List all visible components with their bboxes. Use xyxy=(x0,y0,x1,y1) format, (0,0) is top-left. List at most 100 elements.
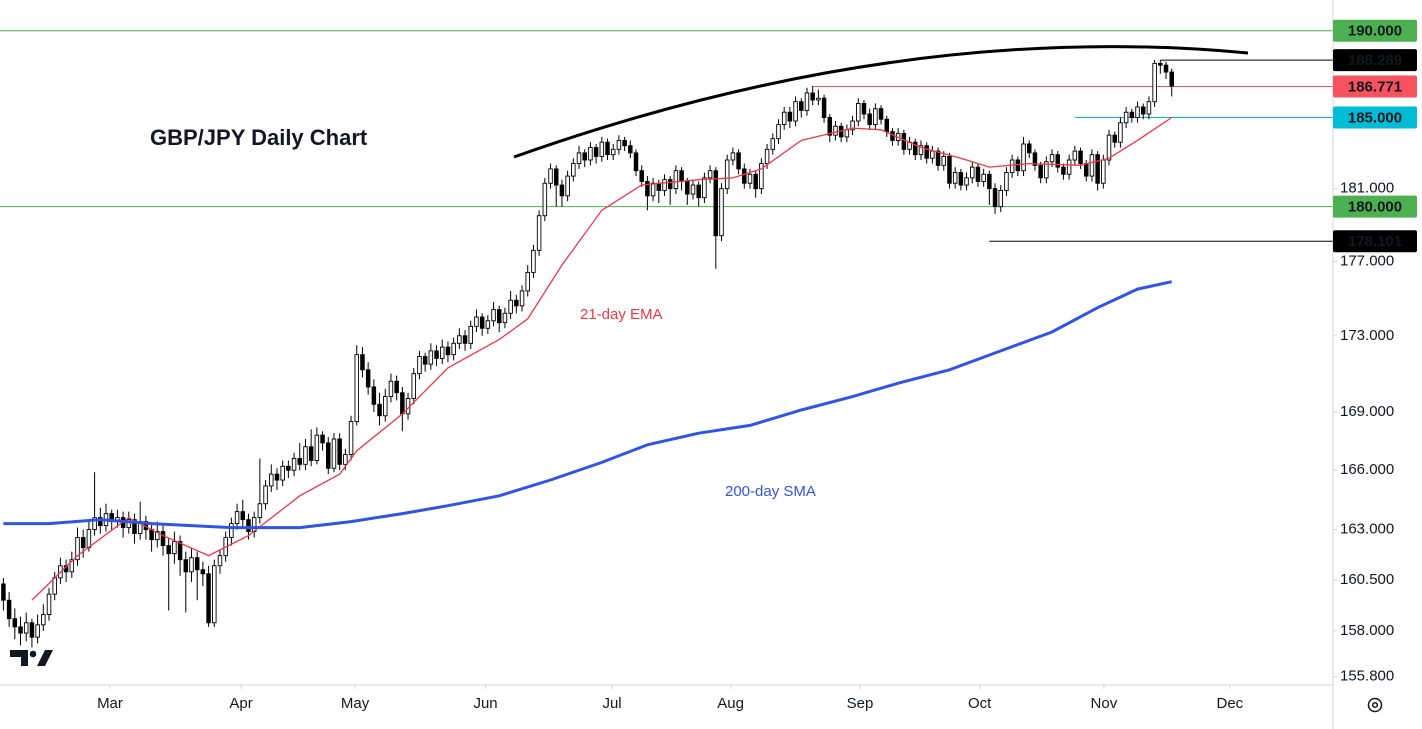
candle-body xyxy=(924,145,929,159)
candle-body xyxy=(759,163,764,190)
candle-body xyxy=(206,573,211,624)
candle-body xyxy=(80,537,86,549)
y-tick-label: 169.000 xyxy=(1340,403,1394,420)
candle-body xyxy=(753,173,758,190)
candle-body xyxy=(593,147,599,157)
candle-body xyxy=(867,113,872,125)
candle-body xyxy=(69,559,75,573)
candle-body xyxy=(901,132,907,150)
candle-body xyxy=(502,312,508,324)
candle-body xyxy=(975,166,981,182)
candle-body xyxy=(320,434,325,444)
candle-body xyxy=(964,177,969,186)
candle-body xyxy=(491,309,496,322)
candle-body xyxy=(35,624,40,638)
candle-body xyxy=(1158,62,1163,66)
level-label: 178.101 xyxy=(1348,233,1402,250)
x-tick-label: May xyxy=(341,695,370,712)
candle-body xyxy=(998,189,1003,208)
candle-body xyxy=(873,108,878,125)
x-tick-label: Mar xyxy=(97,695,123,712)
candle-body xyxy=(810,92,815,101)
candle-body xyxy=(679,170,684,182)
candle-body xyxy=(29,622,35,638)
candle-body xyxy=(736,152,741,170)
candle-body xyxy=(804,92,810,111)
candle-body xyxy=(730,152,736,161)
x-tick-label: Jul xyxy=(602,695,621,712)
candle-body xyxy=(559,184,565,197)
candle-body xyxy=(274,473,280,481)
candle-body xyxy=(542,182,548,217)
candle-body xyxy=(650,182,656,197)
y-tick-label: 173.000 xyxy=(1340,327,1394,344)
candle-body xyxy=(92,517,97,531)
candle-body xyxy=(987,173,992,190)
chart-title: GBP/JPY Daily Chart xyxy=(150,125,368,150)
candle-body xyxy=(331,438,337,469)
candle-body xyxy=(326,442,331,469)
candle-body xyxy=(525,271,530,292)
candle-body xyxy=(365,369,371,388)
candle-body xyxy=(457,335,462,344)
level-label-box xyxy=(1333,49,1417,72)
candle-body xyxy=(1049,154,1055,163)
candle-body xyxy=(576,152,582,165)
indicator-line xyxy=(3,280,1173,530)
candle-body xyxy=(337,438,342,465)
level-label: 180.000 xyxy=(1348,199,1402,216)
y-tick-label: 163.000 xyxy=(1340,521,1394,538)
candle-body xyxy=(246,519,251,533)
candle-body xyxy=(291,458,297,471)
candle-body xyxy=(189,557,194,573)
candle-body xyxy=(160,531,166,547)
candle-body xyxy=(234,511,240,525)
candle-body xyxy=(1146,101,1152,115)
x-tick-label: Aug xyxy=(717,695,744,712)
candle-body xyxy=(400,392,405,415)
candle-body xyxy=(485,320,491,329)
candle-body xyxy=(856,102,861,122)
level-label-box xyxy=(1333,106,1417,129)
y-tick-label: 181.000 xyxy=(1340,180,1394,197)
candle-body xyxy=(605,141,610,156)
candle-body xyxy=(588,147,593,161)
candle-body xyxy=(878,108,884,120)
candle-body xyxy=(86,529,92,549)
candle-body xyxy=(645,181,650,197)
candle-body xyxy=(417,356,422,375)
candle-body xyxy=(1140,106,1146,115)
candle-body xyxy=(360,354,365,371)
candle-body xyxy=(696,184,701,199)
level-label: 185.000 xyxy=(1348,109,1402,126)
candle-body xyxy=(673,170,679,190)
level-label: 186.771 xyxy=(1348,78,1402,95)
candle-body xyxy=(536,215,542,251)
candle-body xyxy=(434,350,439,359)
tv-logo xyxy=(10,650,53,666)
level-label-box xyxy=(1333,75,1417,98)
candle-body xyxy=(776,124,781,140)
candle-body xyxy=(1026,143,1032,154)
x-tick-label: Oct xyxy=(968,695,992,712)
candle-body xyxy=(1021,143,1026,172)
candle-body xyxy=(970,166,975,179)
candle-body xyxy=(172,541,177,555)
candle-body xyxy=(1061,166,1066,175)
candle-body xyxy=(981,173,986,182)
candle-body xyxy=(1135,106,1140,118)
candle-body xyxy=(462,335,468,344)
candle-body xyxy=(166,545,171,555)
series-label: 200-day SMA xyxy=(725,483,816,500)
candle-body xyxy=(1106,134,1112,161)
x-tick-label: Nov xyxy=(1091,695,1118,712)
candle-body xyxy=(850,120,855,131)
settings-icon[interactable] xyxy=(1367,697,1383,713)
candle-body xyxy=(314,434,320,461)
candle-body xyxy=(354,354,360,423)
candle-body xyxy=(702,177,707,199)
candle-body xyxy=(1123,111,1129,124)
candle-body xyxy=(861,102,867,115)
